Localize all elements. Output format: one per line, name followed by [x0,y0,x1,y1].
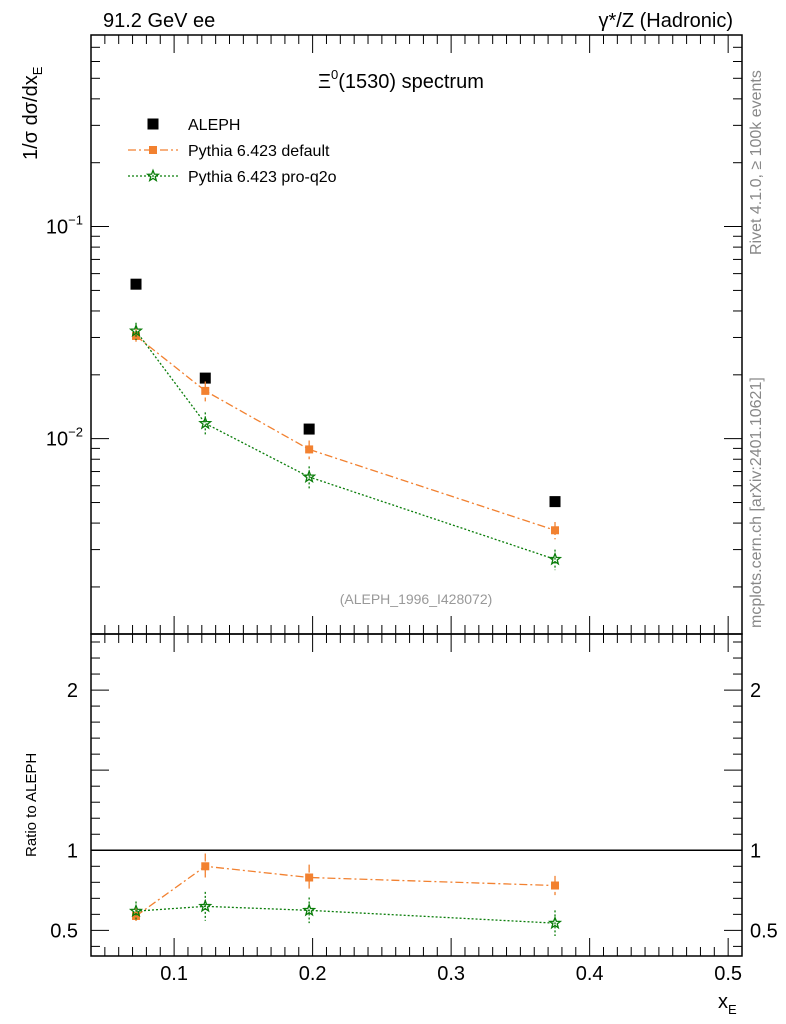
data-point [303,423,315,435]
legend-marker [149,146,157,154]
ratio-data-point [551,881,560,890]
series-2 [132,328,560,540]
ratio-y-tick-label: 0.5 [50,920,78,942]
legend-entry-1: ALEPH [147,117,240,134]
x-tick-label: 0.4 [576,963,604,985]
data-point [128,323,144,337]
title-superscript: 0 [331,67,338,82]
ratio-data-point [201,862,210,871]
ratio-data-point [132,911,141,920]
plot-title: Ξ0(1530) spectrum [318,67,484,93]
data-point [549,496,561,508]
data-point [199,372,211,384]
ratio-y-tick-label-right: 1 [750,840,761,862]
ratio-data-point [305,873,314,882]
ratio-data-point [302,902,317,917]
ratio-data-point [198,898,213,913]
legend-marker [147,118,159,130]
main-y-tick-label: 10−1 [46,213,83,239]
ratio-y-tick-label: 2 [67,680,78,702]
series-line [135,335,556,531]
ratio-series-line [135,865,556,917]
ratio-series-1 [132,853,560,924]
x-tick-label: 0.1 [160,963,188,985]
x-tick-label: 0.5 [714,963,742,985]
main-y-axis-label: 1/σ dσ/dxE [20,66,45,160]
ratio-data-point [547,915,563,930]
data-point [547,551,563,566]
series-3 [128,322,563,571]
ratio-panel: 0.1 0.2 0.3 0.4 0.5 0.5 0.5 1 1 2 2 [50,633,778,985]
ratio-series-2 [128,891,563,936]
header-right: γ*/Z (Hadronic) [599,10,733,32]
ratio-y-tick-label-right: 0.5 [750,920,778,942]
data-point [130,278,142,290]
legend-entry-3: Pythia 6.423 pro-q2o [128,168,337,186]
data-point [198,415,213,430]
data-point [551,526,560,535]
title-rest: (1530) spectrum [338,71,484,93]
data-point [305,445,314,454]
series-1 [130,278,561,508]
legend-entry-2: Pythia 6.423 default [128,143,330,160]
ratio-frame [90,633,743,957]
ratio-y-tick-label-right: 2 [750,680,761,702]
x-tick-label: 0.3 [437,963,465,985]
series-line [135,330,556,560]
data-point [201,386,210,395]
legend: ALEPH Pythia 6.423 default Pythia 6.423 pr… [128,117,337,186]
legend-marker [145,168,161,183]
x-axis-label: xE [718,991,737,1017]
ratio-y-tick-label: 1 [67,840,78,862]
ratio-y-axis-label: Ratio to ALEPH [23,753,40,857]
analysis-id: (ALEPH_1996_I428072) [340,591,493,607]
legend-label: Pythia 6.423 pro-q2o [188,169,337,186]
legend-label: ALEPH [188,117,240,134]
ratio-series-line [135,905,556,924]
svg-text:1/σ dσ/dxE: 1/σ dσ/dxE [20,66,45,160]
main-y-tick-label: 10−2 [46,425,83,451]
legend-label: Pythia 6.423 default [188,143,330,160]
rivet-label: Rivet 4.1.0, ≥ 100k events [748,70,765,255]
data-point [302,469,317,483]
ratio-data-point [128,903,144,918]
x-tick-label: 0.2 [299,963,327,985]
title-symbol: Ξ [318,71,331,93]
mcplots-label: mcplots.cern.ch [arXiv:2401.10621] [748,377,765,628]
header-left: 91.2 GeV ee [103,10,215,32]
